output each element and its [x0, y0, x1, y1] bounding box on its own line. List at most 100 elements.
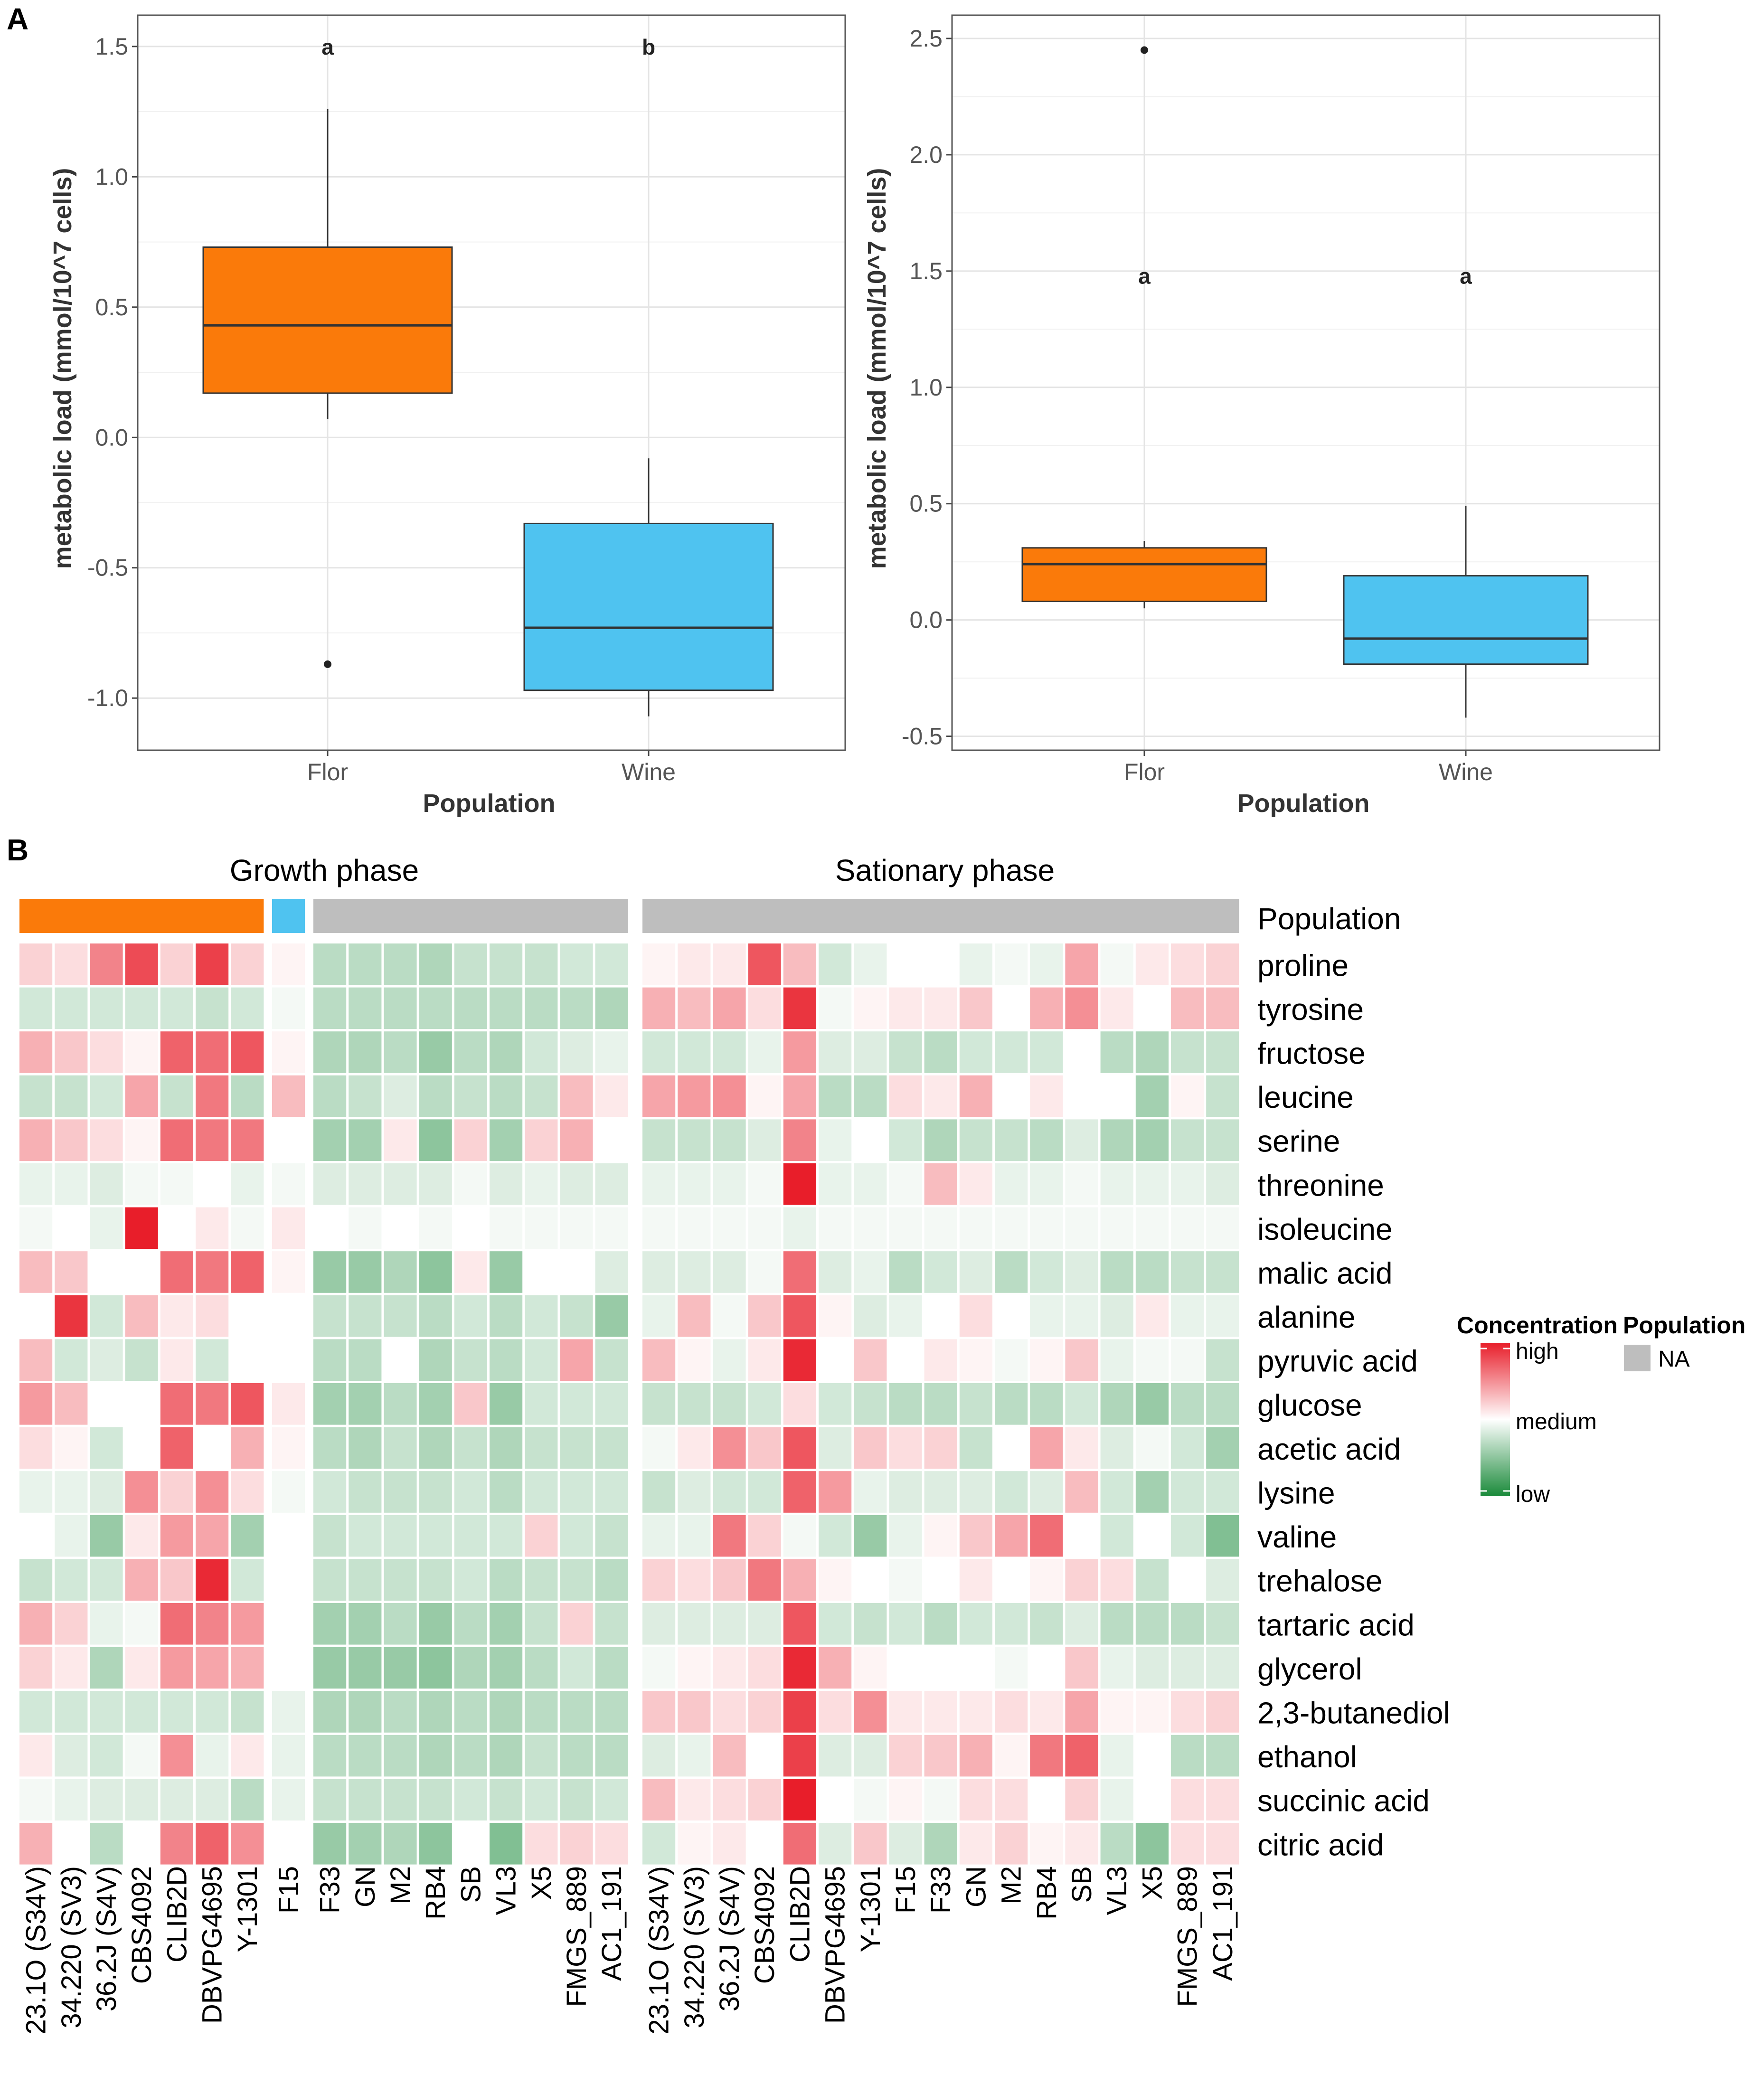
stationary-phase-cell: [1100, 1383, 1133, 1425]
stationary-phase-cell: [1171, 1471, 1204, 1513]
stationary-phase-cell: [854, 1031, 887, 1073]
stationary-phase-cell: [1171, 1603, 1204, 1645]
stationary-phase-cell: [1100, 987, 1133, 1029]
growth-phase-cell: [313, 1559, 347, 1601]
y-tick-label: 0.5: [95, 294, 128, 321]
growth-phase-cell: [349, 1779, 382, 1820]
stationary-phase-cell: [995, 1559, 1028, 1601]
growth-phase-cell: [272, 1603, 305, 1645]
stationary-phase-cell: [1100, 1559, 1133, 1601]
stationary-phase-cell: [1065, 1735, 1098, 1777]
stationary-phase-cell: [783, 943, 816, 985]
growth-phase-cell: [525, 1295, 558, 1337]
stationary-phase-cell: [995, 1207, 1028, 1249]
stationary-phase-cell: [642, 987, 676, 1029]
stationary-phase-cell: [889, 1779, 922, 1820]
stationary-phase-cell: [995, 1031, 1028, 1073]
stationary-phase-cell: [819, 1031, 852, 1073]
x-tick-label: Wine: [622, 759, 676, 785]
growth-phase-cell: [595, 1163, 628, 1205]
growth-phase-cell: [419, 1603, 452, 1645]
growth-phase-cell: [231, 1823, 264, 1865]
stationary-phase-cell: [1030, 1163, 1063, 1205]
stationary-phase-cell: [819, 1559, 852, 1601]
stationary-phase-cell: [1206, 1075, 1239, 1117]
stationary-phase-cell: [642, 1735, 676, 1777]
growth-phase-cell: [454, 1559, 487, 1601]
growth-phase-cell: [349, 1647, 382, 1689]
growth-phase-cell: [384, 1647, 417, 1689]
stationary-phase-cell: [889, 1559, 922, 1601]
stationary-phase-cell: [678, 1603, 711, 1645]
stationary-phase-cell: [1030, 1559, 1063, 1601]
stationary-phase-cell: [1065, 1295, 1098, 1337]
growth-phase-cell: [525, 1163, 558, 1205]
stationary-phase-cell: [889, 1735, 922, 1777]
growth-column-label: DBVPG4695: [197, 1866, 228, 2024]
growth-phase-cell: [384, 1735, 417, 1777]
stationary-phase-cell: [995, 1471, 1028, 1513]
growth-phase-cell: [19, 1207, 53, 1249]
growth-phase-cell: [196, 1295, 229, 1337]
growth-phase-cell: [560, 1075, 593, 1117]
stationary-phase-cell: [642, 1515, 676, 1557]
stationary-phase-cell: [1171, 1295, 1204, 1337]
stationary-phase-cell: [959, 1691, 992, 1733]
growth-phase-cell: [313, 1119, 347, 1161]
growth-phase-cell: [490, 1427, 523, 1469]
growth-phase-cell: [55, 1295, 88, 1337]
stationary-phase-cell: [924, 1559, 957, 1601]
growth-phase-cell: [454, 1383, 487, 1425]
growth-phase-cell: [384, 1119, 417, 1161]
stationary-phase-cell: [924, 1075, 957, 1117]
stationary-phase-cell: [783, 1823, 816, 1865]
growth-phase-cell: [490, 943, 523, 985]
stationary-phase-cell: [959, 1031, 992, 1073]
growth-phase-cell: [349, 943, 382, 985]
stationary-column-label: GN: [961, 1866, 991, 1907]
growth-phase-cell: [525, 1691, 558, 1733]
legend-high-label: high: [1516, 1339, 1559, 1364]
growth-phase-cell: [384, 1427, 417, 1469]
stationary-phase-cell: [1206, 1119, 1239, 1161]
stationary-phase-cell: [959, 943, 992, 985]
growth-phase-cell: [419, 1647, 452, 1689]
growth-column-label: 36.2J (S4V): [91, 1866, 122, 2011]
y-tick-label: 1.5: [909, 258, 943, 284]
growth-phase-cell: [349, 1735, 382, 1777]
stationary-phase-cell: [748, 1119, 781, 1161]
growth-phase-cell: [125, 1031, 158, 1073]
stationary-column-label: RB4: [1031, 1866, 1062, 1920]
x-axis-title: Population: [1237, 789, 1370, 818]
growth-phase-cell: [313, 1031, 347, 1073]
growth-phase-cell: [160, 1295, 193, 1337]
growth-phase-cell: [595, 1339, 628, 1381]
stationary-column-label: SB: [1066, 1866, 1097, 1903]
growth-phase-cell: [313, 1471, 347, 1513]
growth-phase-cell: [313, 1163, 347, 1205]
stationary-phase-cell: [959, 1559, 992, 1601]
stationary-phase-cell: [819, 1515, 852, 1557]
stationary-phase-cell: [889, 1207, 922, 1249]
growth-phase-cell: [490, 1779, 523, 1820]
growth-phase-cell: [525, 1207, 558, 1249]
stationary-phase-cell: [1135, 1823, 1169, 1865]
growth-phase-cell: [272, 1295, 305, 1337]
growth-phase-cell: [595, 1691, 628, 1733]
growth-phase-cell: [160, 1339, 193, 1381]
growth-phase-cell: [560, 1515, 593, 1557]
stationary-phase-cell: [713, 987, 746, 1029]
growth-phase-cell: [196, 1691, 229, 1733]
stationary-phase-cell: [889, 1163, 922, 1205]
stationary-phase-cell: [1206, 1251, 1239, 1293]
stationary-phase-cell: [713, 1735, 746, 1777]
growth-phase-cell: [560, 987, 593, 1029]
stationary-phase-cell: [819, 1383, 852, 1425]
stationary-phase-cell: [995, 1779, 1028, 1820]
stationary-phase-cell: [1171, 1119, 1204, 1161]
stationary-phase-cell: [819, 1823, 852, 1865]
y-tick-label: 1.5: [95, 33, 128, 60]
stationary-phase-cell: [678, 1383, 711, 1425]
growth-phase-cell: [560, 1207, 593, 1249]
growth-phase-cell: [490, 1691, 523, 1733]
